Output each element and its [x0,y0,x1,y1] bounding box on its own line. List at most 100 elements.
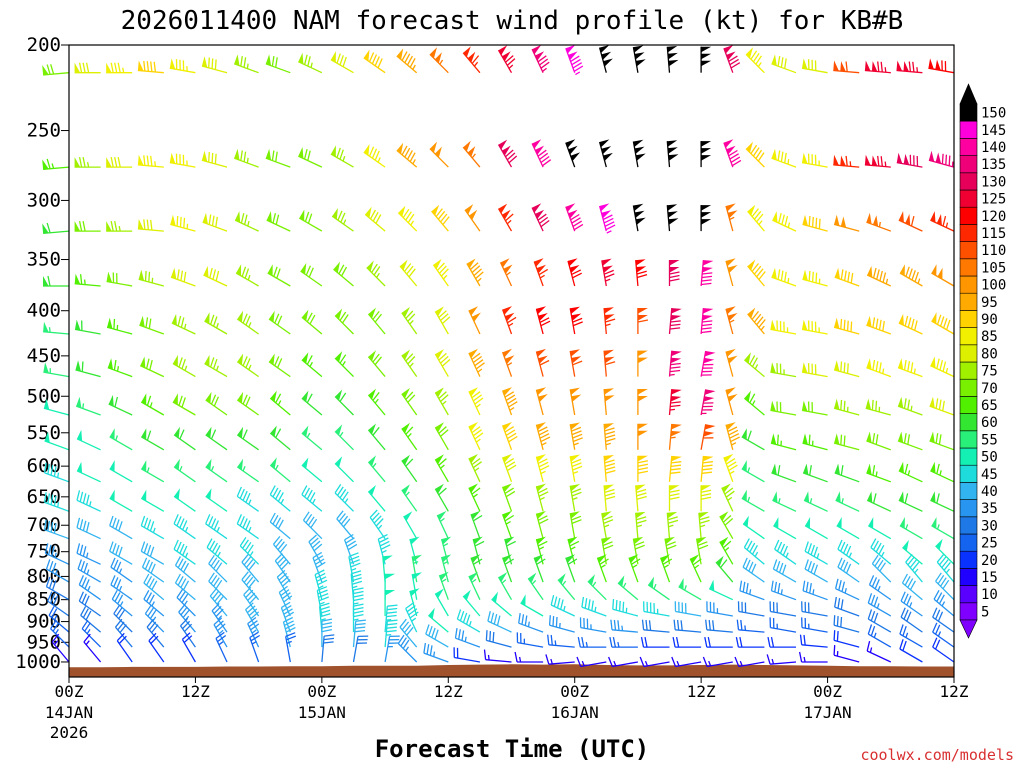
barb-flag [704,389,716,395]
wind-barb [700,455,714,482]
barb-full-feather [369,509,378,518]
barb-full-feather [537,515,548,521]
barb-half-feather [242,465,246,472]
colorbar-label: 140 [981,140,1006,156]
barb-full-feather [570,213,580,221]
barb-full-feather [379,540,390,547]
wind-barb [802,463,828,483]
barb-full-feather [84,595,90,606]
colorbar-swatch [959,155,978,174]
barb-full-feather [351,570,362,575]
barb-full-feather [386,629,397,633]
barb-staff [399,626,418,648]
wind-barb [236,391,259,416]
wind-barb [741,428,765,451]
y-tick-label: 750 [27,541,61,563]
barb-full-feather [211,215,215,226]
barb-full-feather [941,559,949,569]
barb-full-feather [637,463,649,467]
wind-barb [579,617,607,633]
barb-full-feather [271,150,275,161]
barb-full-feather [50,521,54,533]
wind-barb [265,54,291,74]
barb-flag [635,59,646,67]
barb-full-feather [540,436,551,443]
barb-flag [871,61,878,72]
barb-staff [632,538,639,565]
barb-full-feather [208,572,215,582]
barb-flag [435,422,444,433]
barb-staff [301,316,323,335]
barb-half-feather [377,524,383,530]
barb-full-feather [670,404,681,408]
barb-flag [463,589,471,601]
barb-half-feather [210,465,215,472]
wind-barb [330,51,354,74]
barb-full-feather [146,430,152,441]
barb-full-feather [47,463,51,475]
barb-full-feather [45,559,51,570]
barb-flag [931,312,937,324]
wind-barb [208,554,228,583]
barb-flag [401,454,410,466]
wind-barb [565,44,584,76]
barb-full-feather [472,429,482,437]
wind-barb [76,490,101,512]
barb-full-feather [184,623,193,633]
wind-barb [637,389,648,415]
barb-full-feather [339,149,344,160]
barb-full-feather [673,619,676,630]
barb-full-feather [51,546,55,557]
barb-full-feather [605,361,616,366]
barb-full-feather [834,596,837,608]
barb-half-feather [729,470,735,475]
wind-barb [929,431,955,451]
colorbar-label: 20 [981,553,998,569]
wind-barb [866,640,892,663]
barb-flag [463,46,471,58]
barb-half-feather [154,161,157,167]
barb-full-feather [935,624,941,635]
barb-flag [898,396,904,408]
barb-half-feather [694,564,700,569]
x-tick-label: 00Z [813,682,842,701]
barb-full-feather [406,150,413,160]
barb-flag [701,53,712,60]
barb-full-feather [114,62,118,73]
wind-barb [107,358,133,378]
barb-flag [468,387,478,397]
barb-flag [723,44,734,54]
barb-flag [401,349,410,360]
barb-full-feather [177,558,184,569]
barb-half-feather [343,219,347,225]
barb-flag [109,428,115,440]
barb-full-feather [454,628,458,639]
barb-full-feather [286,635,297,641]
barb-full-feather [909,559,918,569]
colorbar-swatch [959,189,978,208]
barb-full-feather [351,573,362,578]
barb-flag [106,157,112,168]
barb-full-feather [758,271,766,280]
barb-staff [308,541,323,565]
barb-full-feather [148,632,157,642]
colorbar-swatch [959,224,978,242]
wind-barb [632,203,646,232]
barb-full-feather [148,271,151,283]
barb-full-feather [745,583,749,594]
barb-full-feather [572,437,583,443]
barb-full-feather [811,216,814,228]
barb-full-feather [507,432,517,440]
colorbar-label: 95 [981,295,998,311]
barb-full-feather [900,607,906,618]
wind-barb [632,536,645,565]
wind-barb [723,44,741,73]
barb-staff [211,610,228,633]
barb-full-feather [570,55,580,62]
wind-barb [204,354,228,378]
barb-full-feather [215,270,220,282]
wind-barb [833,214,860,232]
barb-full-feather [637,273,648,279]
colorbar-swatch [959,568,978,586]
wind-barb [140,393,165,416]
